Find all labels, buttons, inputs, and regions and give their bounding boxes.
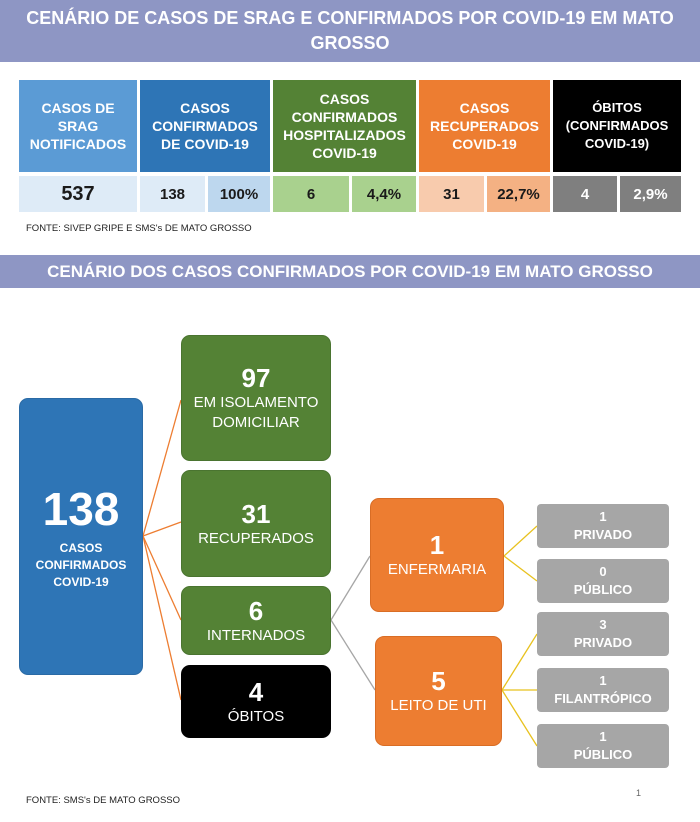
hospitalized-value: 6 <box>273 176 349 212</box>
connector-hosp-icu <box>330 619 376 691</box>
connector-root-recovered <box>142 521 182 537</box>
ward-private-box: 1 PRIVADO <box>537 504 669 548</box>
ward-box: 1 ENFERMARIA <box>370 498 504 612</box>
confirmed-pct: 100% <box>208 176 270 212</box>
ward-public-box: 0 PÚBLICO <box>537 559 669 603</box>
connector-root-deaths <box>142 535 182 701</box>
connector-ward-private <box>503 525 538 557</box>
ward-label: ENFERMARIA <box>387 561 487 578</box>
root-confirmed-label: CASOS CONFIRMADOS COVID-19 <box>35 541 127 589</box>
connector-ward-public <box>503 555 538 582</box>
footer-source-note: FONTE: SMS's DE MATO GROSSO <box>26 795 181 806</box>
recovered-value-text: 31 <box>443 185 460 203</box>
srag-value: 537 <box>19 176 137 212</box>
recovered-tree-value: 31 <box>241 498 271 529</box>
deaths-value: 4 <box>553 176 617 212</box>
recovered-pct-text: 22,7% <box>497 185 540 203</box>
root-confirmed-box: 138 CASOS CONFIRMADOS COVID-19 <box>19 398 143 675</box>
hospitalized-pct-text: 4,4% <box>366 185 402 203</box>
connector-hosp-ward <box>330 555 371 621</box>
icu-box: 5 LEITO DE UTI <box>375 636 502 746</box>
deaths-tree-label: ÓBITOS <box>227 707 285 725</box>
col-header-recovered-label: CASOS RECUPERADOS COVID-19 <box>430 100 539 152</box>
ward-public-value: 0 <box>599 564 607 579</box>
icu-public-box: 1 PÚBLICO <box>537 724 669 768</box>
connector-root-isolation <box>142 399 182 537</box>
table-source-note: FONTE: SIVEP GRIPE E SMS's DE MATO GROSS… <box>26 223 252 234</box>
hospitalized-box: 6 INTERNADOS <box>181 586 331 655</box>
hospitalized-value-text: 6 <box>306 185 316 203</box>
col-header-srag-label: CASOS DE SRAG NOTIFICADOS <box>29 100 127 152</box>
ward-value: 1 <box>429 530 445 560</box>
icu-private-label: PRIVADO <box>573 635 633 650</box>
recovered-pct: 22,7% <box>487 176 550 212</box>
recovered-tree-label: RECUPERADOS <box>198 529 314 547</box>
root-confirmed-value: 138 <box>42 483 120 535</box>
icu-private-box: 3 PRIVADO <box>537 612 669 656</box>
confirmed-pct-text: 100% <box>219 185 259 203</box>
icu-private-value: 3 <box>599 617 607 632</box>
isolation-label: EM ISOLAMENTO DOMICILIAR <box>193 394 319 431</box>
hospitalized-tree-value: 6 <box>248 595 264 626</box>
hospitalized-pct: 4,4% <box>352 176 416 212</box>
col-header-hospitalized: CASOS CONFIRMADOS HOSPITALIZADOS COVID-1… <box>273 80 416 172</box>
confirmed-value: 138 <box>140 176 205 212</box>
isolation-value: 97 <box>241 363 271 393</box>
icu-philanthropic-label: FILANTRÓPICO <box>554 691 652 706</box>
ward-private-label: PRIVADO <box>573 527 633 542</box>
col-header-confirmed-label: CASOS CONFIRMADOS DE COVID-19 <box>152 100 258 152</box>
connector-icu-private <box>501 633 538 691</box>
srag-value-text: 537 <box>61 182 95 205</box>
col-header-recovered: CASOS RECUPERADOS COVID-19 <box>419 80 550 172</box>
icu-label: LEITO DE UTI <box>390 697 487 714</box>
deaths-value-text: 4 <box>580 185 590 203</box>
connector-root-hospitalized <box>142 535 182 621</box>
icu-philanthropic-value: 1 <box>599 673 607 688</box>
isolation-box: 97 EM ISOLAMENTO DOMICILIAR <box>181 335 331 461</box>
connector-icu-public <box>501 689 538 747</box>
section-title-text: CENÁRIO DOS CASOS CONFIRMADOS POR COVID-… <box>47 262 653 281</box>
page-number: 1 <box>636 788 642 798</box>
ward-public-label: PÚBLICO <box>573 582 633 597</box>
col-header-deaths-label: ÓBITOS (CONFIRMADOS COVID-19) <box>565 100 669 151</box>
hospitalized-tree-label: INTERNADOS <box>206 626 306 644</box>
deaths-tree-value: 4 <box>248 676 264 707</box>
deaths-pct: 2,9% <box>620 176 681 212</box>
confirmed-value-text: 138 <box>159 185 186 203</box>
col-header-deaths: ÓBITOS (CONFIRMADOS COVID-19) <box>553 80 681 172</box>
icu-philanthropic-box: 1 FILANTRÓPICO <box>537 668 669 712</box>
recovered-box: 31 RECUPERADOS <box>181 470 331 577</box>
deaths-box: 4 ÓBITOS <box>181 665 331 738</box>
icu-public-label: PÚBLICO <box>573 747 633 762</box>
icu-public-value: 1 <box>599 729 607 744</box>
col-header-hospitalized-label: CASOS CONFIRMADOS HOSPITALIZADOS COVID-1… <box>283 91 406 161</box>
ward-private-value: 1 <box>599 509 607 524</box>
col-header-srag: CASOS DE SRAG NOTIFICADOS <box>19 80 137 172</box>
page-title-text: CENÁRIO DE CASOS DE SRAG E CONFIRMADOS P… <box>26 8 674 53</box>
icu-value: 5 <box>431 666 446 696</box>
col-header-confirmed: CASOS CONFIRMADOS DE COVID-19 <box>140 80 270 172</box>
section-title: CENÁRIO DOS CASOS CONFIRMADOS POR COVID-… <box>0 255 700 288</box>
recovered-value: 31 <box>419 176 484 212</box>
page-title: CENÁRIO DE CASOS DE SRAG E CONFIRMADOS P… <box>0 0 700 62</box>
deaths-pct-text: 2,9% <box>633 185 668 203</box>
